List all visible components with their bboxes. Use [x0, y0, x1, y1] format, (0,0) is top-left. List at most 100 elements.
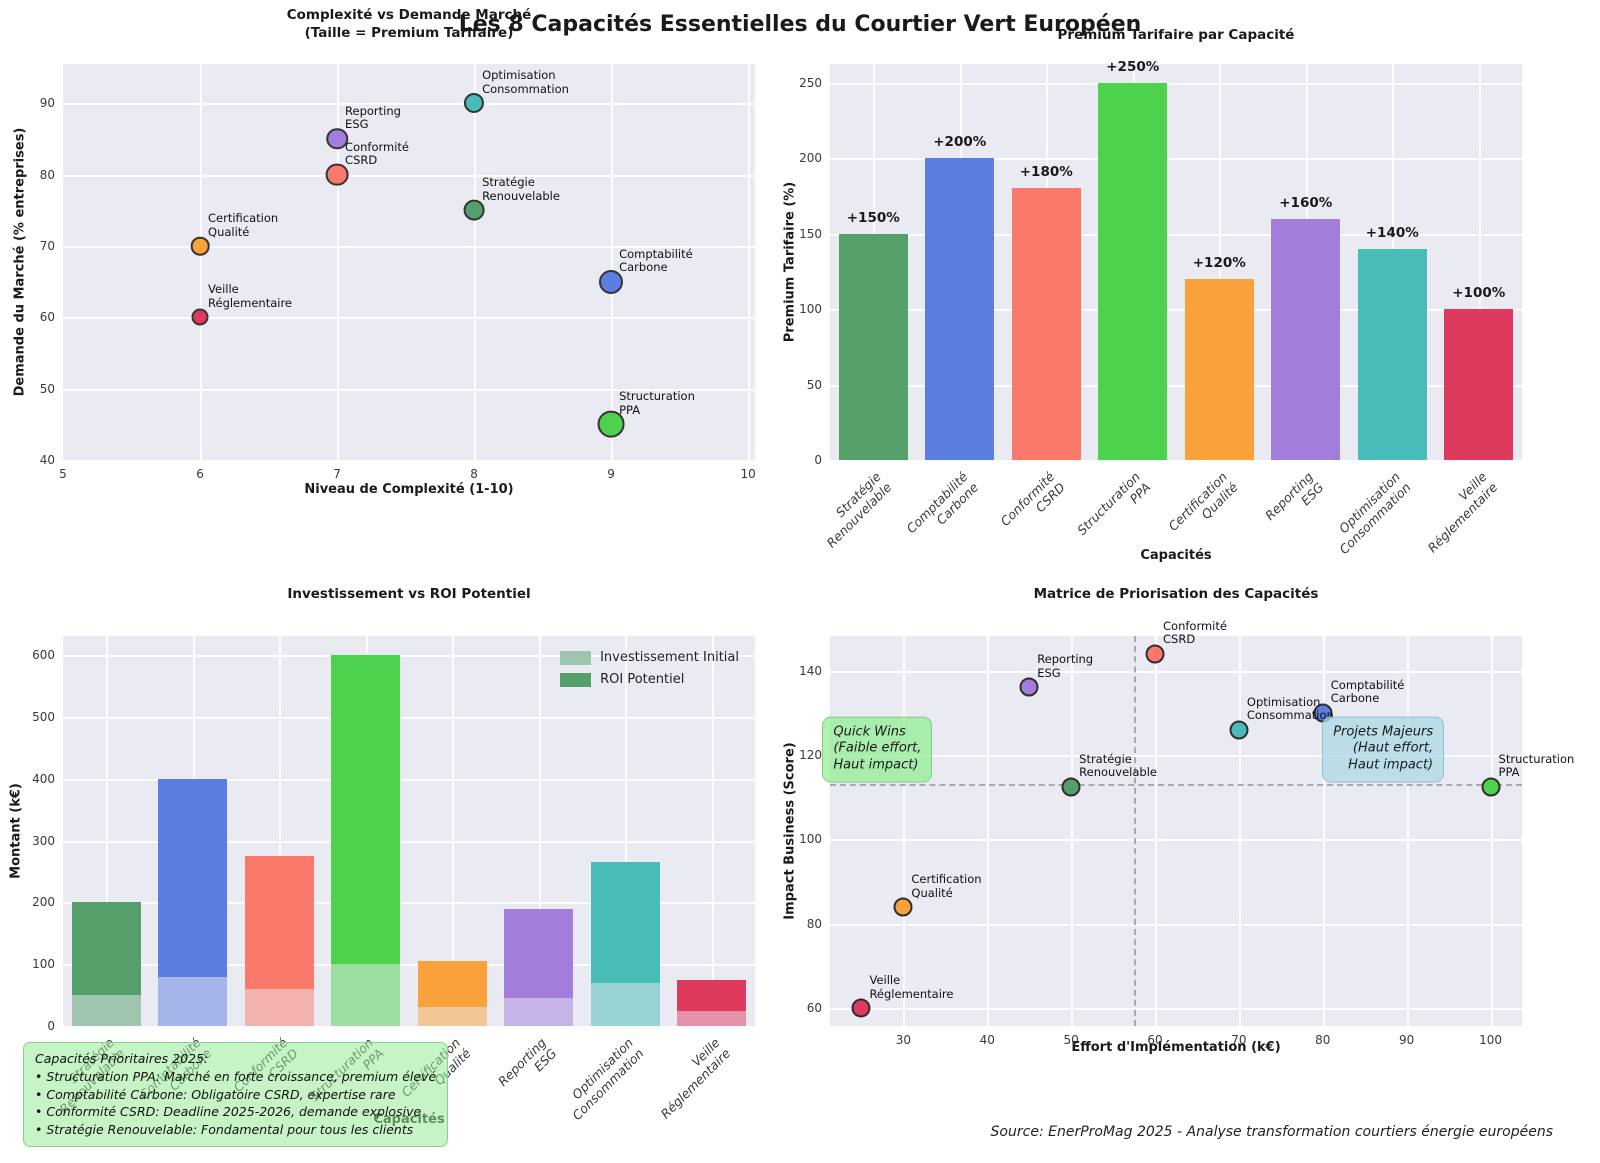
x-category-label: Conformité CSRD [996, 469, 1068, 529]
source-credit: Source: EnerProMag 2025 - Analyse transf… [990, 1124, 1553, 1140]
bubble-label: Veille Réglementaire [208, 282, 293, 310]
bubble-veille-r-glementaire [191, 308, 209, 326]
panel3-plot-area: 0100200300400500600Stratégie Renouvelabl… [32, 636, 755, 1123]
point-label: Conformité CSRD [1163, 618, 1227, 647]
x-gridline [538, 636, 541, 1026]
premium-bar [1444, 309, 1514, 460]
x-gridline [337, 64, 340, 460]
invest-bar-segment [244, 988, 314, 1026]
panel1-title: Complexité vs Demande Marché (Taille = P… [286, 7, 532, 42]
bubble-label: Stratégie Renouvelable [482, 175, 560, 203]
y-tick-label: 70 [39, 238, 55, 253]
y-gridline [63, 388, 755, 391]
premium-bar [1184, 278, 1254, 460]
y-tick-label: 90 [39, 96, 55, 111]
roi-bar-segment [331, 655, 401, 965]
bubble-label: Optimisation Consommation [482, 68, 569, 96]
point-structuration-ppa [1481, 777, 1501, 797]
y-gridline [830, 384, 1522, 387]
premium-bar [1098, 82, 1168, 460]
y-gridline [830, 923, 1522, 926]
y-gridline [63, 840, 755, 843]
point-conformit-csrd [1145, 644, 1165, 664]
y-gridline [830, 233, 1522, 236]
y-gridline [830, 1008, 1522, 1011]
bubble-reporting-esg [326, 128, 348, 150]
roi-bar-segment [158, 778, 228, 977]
x-gridline [1406, 636, 1409, 1026]
y-tick-label: 0 [814, 453, 822, 467]
quick-wins-box: Quick Wins (Faible effort, Haut impact) [822, 716, 933, 783]
point-certification-qualit- [893, 897, 913, 917]
x-gridline [748, 64, 751, 460]
y-tick-label: 100 [32, 957, 55, 972]
panel2-plot-area: 0 50 100 150 200 250 +150% Stratégie Renouvelab… [799, 59, 1522, 557]
y-gridline [63, 716, 755, 719]
y-gridline [63, 317, 755, 320]
bubble-optimisation-consommation [464, 93, 485, 114]
bubble-label: Certification Qualité [208, 210, 279, 239]
x-gridline [625, 636, 628, 1026]
point-optimisation-consommation [1229, 720, 1249, 740]
x-tick-label: 70 [1231, 1033, 1247, 1047]
bar-value-label: +140% [1365, 224, 1419, 241]
y-gridline [830, 309, 1522, 312]
invest-bar-segment [504, 998, 574, 1026]
panel3-ylabel: Montant (k€) [8, 783, 24, 879]
y-tick-label: 300 [32, 833, 55, 848]
y-tick-label: 80 [39, 167, 55, 182]
y-gridline [63, 964, 755, 967]
invest-bar-segment [590, 982, 660, 1026]
bubble-conformit-csrd [325, 163, 349, 186]
y-tick-label: 60 [806, 1001, 822, 1016]
x-tick-label: 6 [196, 467, 204, 481]
panel1-plot-area: 40 50 60 70 80 90 5 6 7 8 9 10 Stratégie Renouvelabl… [40, 64, 756, 481]
roi-bar-segment [244, 856, 314, 989]
x-tick-label: 10 [740, 467, 756, 481]
x-category-label: Certification Qualité [1165, 469, 1241, 534]
x-tick-label: 9 [607, 467, 615, 481]
roi-bar-segment [71, 902, 141, 996]
point-label: Veille Réglementaire [869, 973, 954, 1001]
chart-legend: Investissement Initial ROI Potentiel [560, 650, 739, 687]
x-tick-label: 7 [333, 467, 341, 481]
x-gridline [903, 636, 906, 1026]
x-tick-label: 60 [1147, 1033, 1163, 1047]
y-gridline [830, 755, 1522, 758]
y-gridline [63, 655, 755, 658]
x-tick-label: 5 [59, 467, 67, 481]
y-gridline [830, 82, 1522, 85]
x-category-label: Reporting ESG [1262, 469, 1327, 523]
x-tick-label: 30 [895, 1033, 912, 1047]
roi-bar-segment [590, 862, 660, 983]
x-gridline [474, 64, 477, 460]
x-tick-label: 40 [979, 1033, 995, 1047]
point-veille-r-glementaire [851, 998, 871, 1018]
invest-bar-segment [331, 964, 401, 1026]
panel4-xlabel: Effort d'Implémentation (k€) [1071, 1040, 1281, 1055]
x-gridline [279, 636, 282, 1026]
panel2-ylabel: Premium Tarifaire (%) [782, 181, 798, 343]
invest-bar-segment [677, 1010, 747, 1026]
x-gridline [1219, 64, 1222, 460]
x-tick-label: 80 [1315, 1033, 1331, 1047]
x-gridline [1238, 636, 1241, 1026]
x-tick-label: 100 [1479, 1033, 1502, 1047]
y-tick-label: 200 [799, 151, 822, 166]
premium-bar [838, 233, 908, 460]
bubble-label: Reporting ESG [345, 103, 401, 132]
point-label: Structuration PPA [1498, 751, 1575, 780]
bubble-structuration-ppa [597, 410, 625, 438]
panel1-xlabel: Niveau de Complexité (1-10) [304, 482, 514, 497]
x-gridline [611, 64, 614, 460]
y-tick-label: 100 [799, 302, 822, 317]
panel4-ylabel: Impact Business (Score) [782, 742, 798, 920]
y-gridline [63, 245, 755, 248]
x-tick-label: 90 [1399, 1033, 1415, 1047]
y-tick-label: 120 [799, 748, 822, 763]
projets-majeurs-box: Projets Majeurs (Haut effort, Haut impac… [1322, 716, 1445, 783]
point-label: Optimisation Consommation [1246, 694, 1334, 723]
x-gridline [987, 636, 990, 1026]
y-gridline [63, 902, 755, 905]
panel4-title: Matrice de Priorisation des Capacités [1033, 586, 1319, 602]
